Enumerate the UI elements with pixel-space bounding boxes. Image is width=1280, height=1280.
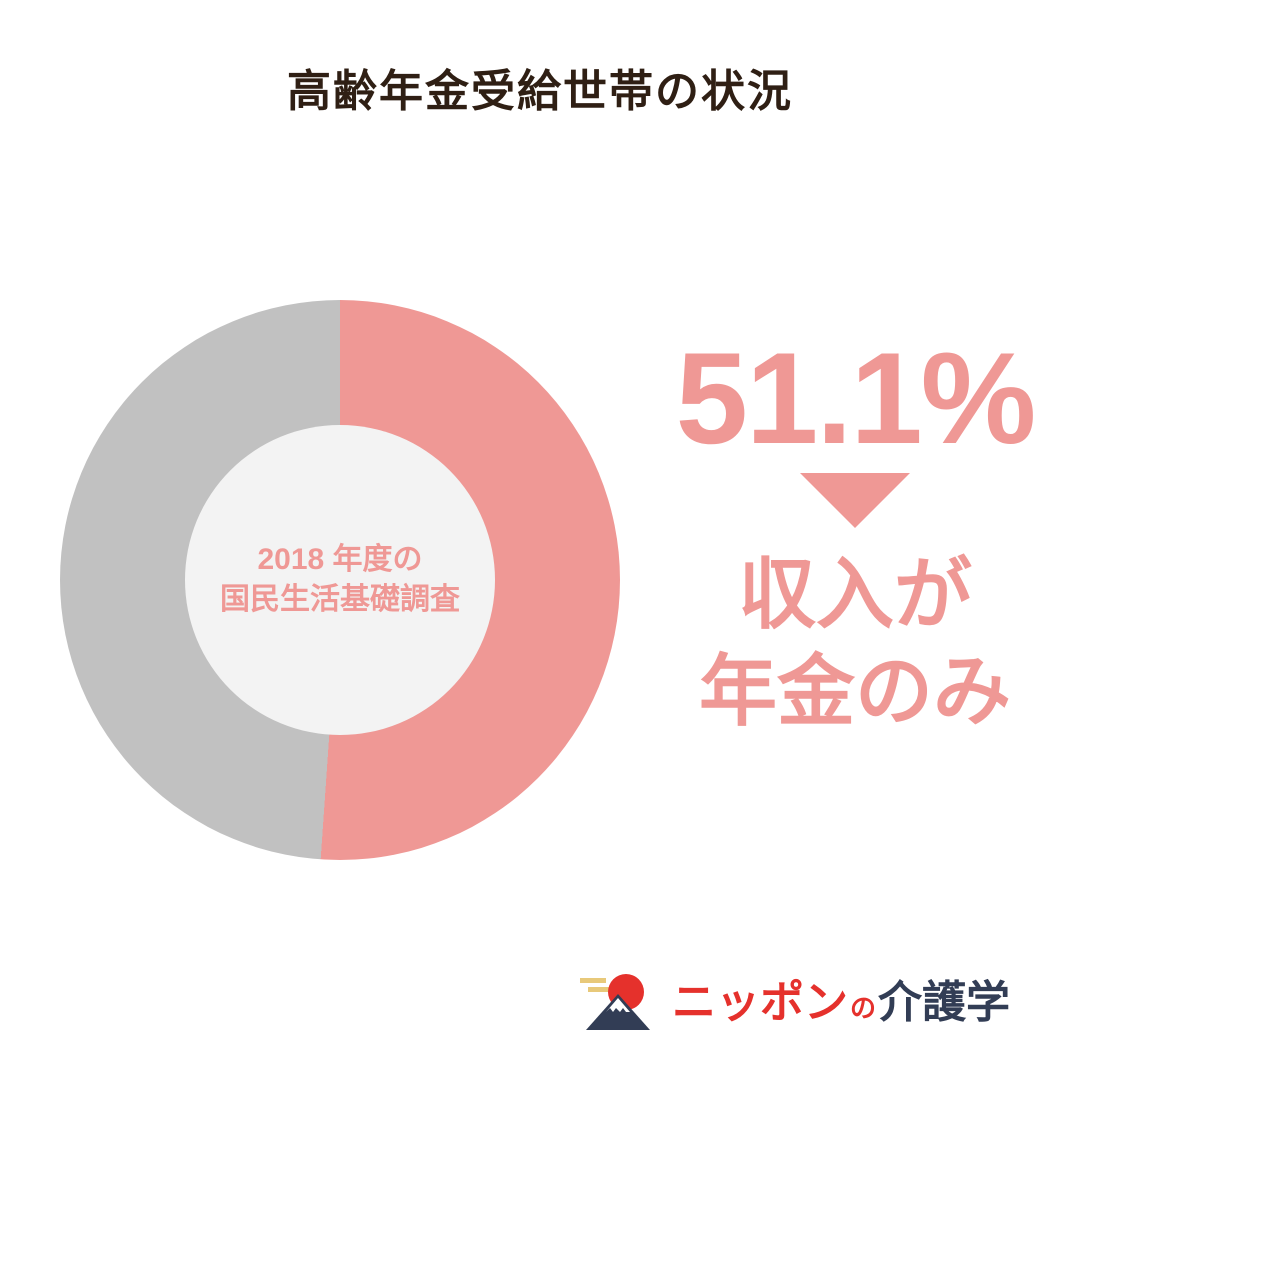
- page-title: 高齢年金受給世帯の状況: [0, 55, 1080, 119]
- down-arrow-icon: [800, 473, 910, 528]
- infographic-canvas: 高齢年金受給世帯の状況 2018 年度の 国民生活基礎調査 51.1% 収入が …: [0, 0, 1080, 1080]
- callout-line-2: 年金のみ: [620, 643, 1090, 741]
- callout-block: 51.1% 収入が 年金のみ: [620, 330, 1090, 741]
- donut-chart: 2018 年度の 国民生活基礎調査: [60, 300, 620, 860]
- brand-footer: ニッポン の 介護学: [578, 966, 1010, 1030]
- callout-line-1: 収入が: [620, 546, 1090, 644]
- brand-part1: ニッポン: [672, 966, 848, 1030]
- brand-text: ニッポン の 介護学: [672, 966, 1010, 1030]
- brand-part2: 介護学: [878, 966, 1010, 1030]
- donut-center-line-2: 国民生活基礎調査: [220, 580, 460, 621]
- callout-percent: 51.1%: [620, 330, 1090, 467]
- brand-logo-icon: [578, 972, 658, 1030]
- donut-center-line-1: 2018 年度の: [257, 540, 422, 581]
- donut-hole: 2018 年度の 国民生活基礎調査: [185, 425, 495, 735]
- brand-particle: の: [850, 988, 876, 1025]
